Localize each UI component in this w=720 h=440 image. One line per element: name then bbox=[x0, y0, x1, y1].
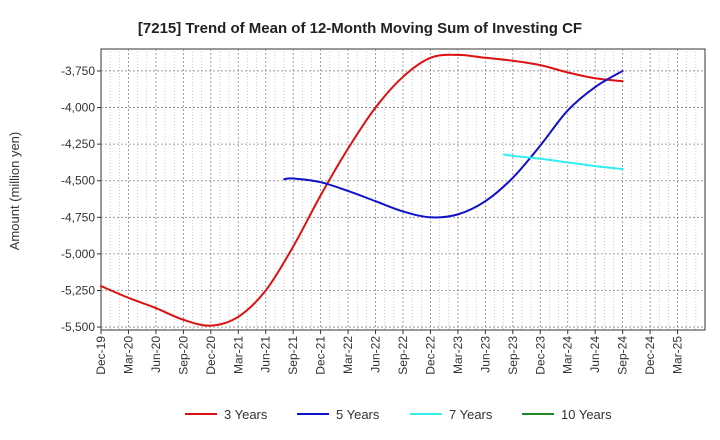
y-tick-label: -3,750 bbox=[61, 64, 95, 78]
y-tick-label: -5,250 bbox=[61, 283, 95, 297]
x-tick-label: Jun-22 bbox=[369, 336, 383, 373]
y-tick-label: -4,500 bbox=[61, 174, 95, 188]
x-axis-ticks: Dec-19 Mar-20 Jun-20 Sep-20 Dec-20 Mar-21 Jun-… bbox=[94, 330, 685, 375]
y-axis-label: Amount (million yen) bbox=[7, 132, 22, 251]
x-tick-label: Sep-23 bbox=[506, 336, 520, 375]
series-layer bbox=[100, 53, 624, 327]
x-tick-label: Dec-21 bbox=[314, 336, 328, 375]
x-tick-label: Sep-22 bbox=[396, 336, 410, 375]
legend-label: 5 Years bbox=[336, 407, 380, 422]
y-tick-label: -5,000 bbox=[61, 247, 95, 261]
series-line-1 bbox=[100, 53, 624, 327]
x-tick-label: Jun-23 bbox=[478, 336, 492, 373]
x-tick-label: Dec-20 bbox=[204, 336, 218, 375]
x-tick-label: Sep-20 bbox=[176, 336, 190, 375]
chart-title: [7215] Trend of Mean of 12-Month Moving … bbox=[138, 20, 582, 37]
x-tick-label: Mar-25 bbox=[671, 336, 685, 374]
y-tick-label: -4,000 bbox=[61, 101, 95, 115]
x-tick-label: Mar-23 bbox=[451, 336, 465, 374]
x-tick-label: Sep-24 bbox=[616, 336, 630, 375]
x-tick-label: Dec-19 bbox=[94, 336, 108, 375]
x-tick-label: Jun-24 bbox=[588, 336, 602, 373]
x-tick-label: Dec-23 bbox=[533, 336, 547, 375]
legend: 3 Years 5 Years 7 Years 10 Years bbox=[185, 407, 612, 422]
legend-label: 7 Years bbox=[449, 407, 493, 422]
x-tick-label: Jun-20 bbox=[149, 336, 163, 373]
y-tick-label: -4,250 bbox=[61, 137, 95, 151]
legend-label: 10 Years bbox=[561, 407, 612, 422]
y-axis-ticks: -3,750 -4,000 -4,250 -4,500 -4,750 -5,000 -5,2… bbox=[61, 64, 101, 334]
x-tick-label: Dec-22 bbox=[423, 336, 437, 375]
x-tick-label: Jun-21 bbox=[259, 336, 273, 373]
x-tick-label: Mar-21 bbox=[231, 336, 245, 374]
x-tick-label: Mar-22 bbox=[341, 336, 355, 374]
x-tick-label: Mar-20 bbox=[121, 336, 135, 374]
series-line-2 bbox=[283, 69, 624, 219]
grid-lines bbox=[101, 49, 705, 330]
legend-label: 3 Years bbox=[224, 407, 268, 422]
series-line-3 bbox=[502, 153, 624, 171]
y-tick-label: -5,500 bbox=[61, 320, 95, 334]
y-tick-label: -4,750 bbox=[61, 210, 95, 224]
x-tick-label: Mar-24 bbox=[561, 336, 575, 374]
x-tick-label: Sep-21 bbox=[286, 336, 300, 375]
x-tick-label: Dec-24 bbox=[643, 336, 657, 375]
